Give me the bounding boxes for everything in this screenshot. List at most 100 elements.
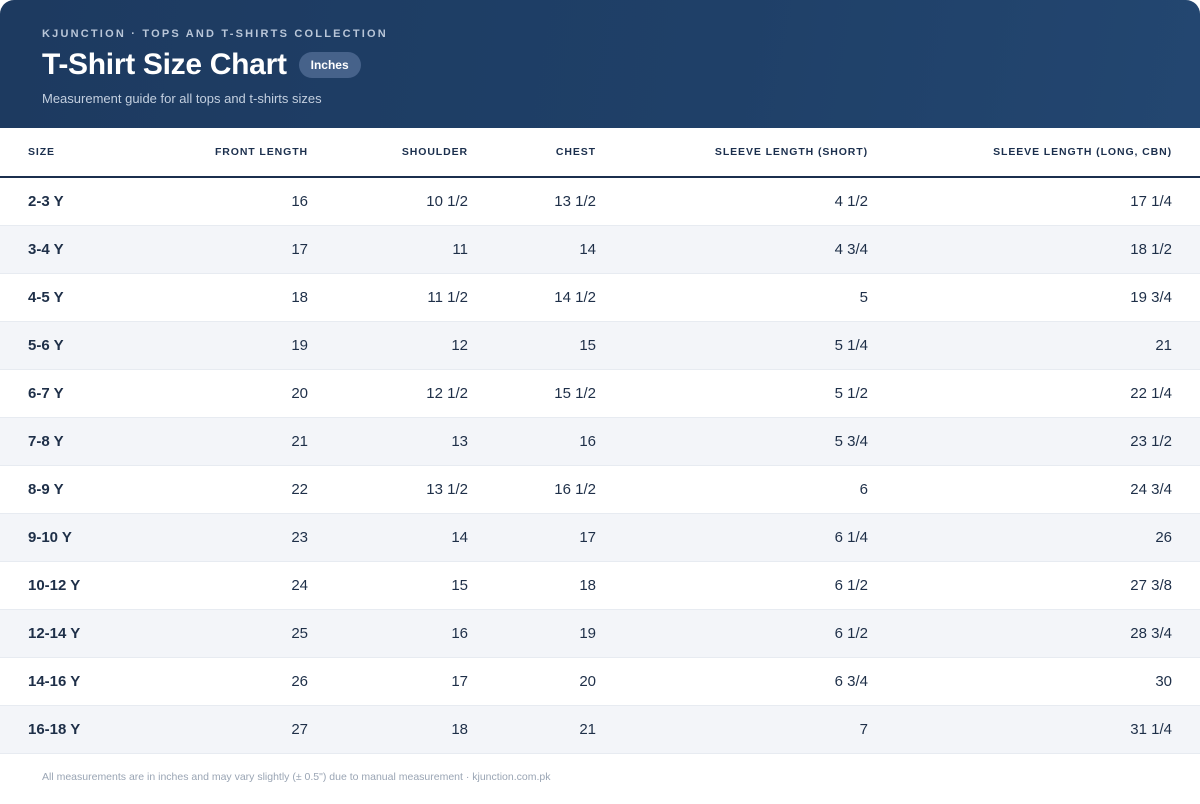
measurement-cell: 14 1/2 bbox=[468, 273, 596, 322]
table-row: 2-3 Y 16 10 1/2 13 1/2 4 1/2 17 1/4 bbox=[0, 177, 1200, 226]
size-cell: 4-5 Y bbox=[0, 273, 160, 322]
measurement-cell: 17 bbox=[160, 225, 308, 274]
measurement-cell: 6 1/2 bbox=[596, 561, 868, 610]
measurement-cell: 5 1/4 bbox=[596, 321, 868, 370]
measurement-cell: 11 1/2 bbox=[308, 273, 468, 322]
page-subtitle: Measurement guide for all tops and t-shi… bbox=[42, 91, 322, 106]
measurement-cell: 19 bbox=[160, 321, 308, 370]
measurement-cell: 16 bbox=[160, 177, 308, 226]
measurement-cell: 21 bbox=[468, 705, 596, 754]
measurement-cell: 26 bbox=[160, 657, 308, 706]
measurement-cell: 23 1/2 bbox=[868, 417, 1200, 466]
measurement-cell: 19 3/4 bbox=[868, 273, 1200, 322]
size-cell: 12-14 Y bbox=[0, 609, 160, 658]
measurement-cell: 21 bbox=[868, 321, 1200, 370]
measurement-cell: 31 1/4 bbox=[868, 705, 1200, 754]
measurement-cell: 18 bbox=[160, 273, 308, 322]
brand-eyebrow: KJUNCTION · TOPS AND T-SHIRTS COLLECTION bbox=[42, 28, 388, 40]
measurement-cell: 12 bbox=[308, 321, 468, 370]
measurement-cell: 20 bbox=[160, 369, 308, 418]
size-cell: 8-9 Y bbox=[0, 465, 160, 514]
table-row: 16-18 Y 27 18 21 7 31 1/4 bbox=[0, 705, 1200, 754]
measurement-cell: 18 bbox=[468, 561, 596, 610]
measurement-cell: 20 bbox=[468, 657, 596, 706]
measurement-cell: 17 1/4 bbox=[868, 177, 1200, 226]
table-row: 7-8 Y 21 13 16 5 3/4 23 1/2 bbox=[0, 417, 1200, 466]
table-row: 12-14 Y 25 16 19 6 1/2 28 3/4 bbox=[0, 609, 1200, 658]
column-header: SHOULDER bbox=[308, 128, 468, 178]
measurement-cell: 22 bbox=[160, 465, 308, 514]
table-row: 4-5 Y 18 11 1/2 14 1/2 5 19 3/4 bbox=[0, 273, 1200, 322]
table-row: 8-9 Y 22 13 1/2 16 1/2 6 24 3/4 bbox=[0, 465, 1200, 514]
unit-badge: Inches bbox=[298, 52, 361, 78]
measurement-cell: 15 bbox=[468, 321, 596, 370]
table-row: 6-7 Y 20 12 1/2 15 1/2 5 1/2 22 1/4 bbox=[0, 369, 1200, 418]
measurement-cell: 6 1/2 bbox=[596, 609, 868, 658]
measurement-cell: 10 1/2 bbox=[308, 177, 468, 226]
title-row: T-Shirt Size Chart Inches bbox=[42, 48, 361, 82]
measurement-cell: 5 1/2 bbox=[596, 369, 868, 418]
column-header: SLEEVE LENGTH (LONG, CBN) bbox=[868, 128, 1200, 178]
measurement-cell: 12 1/2 bbox=[308, 369, 468, 418]
measurement-cell: 13 1/2 bbox=[308, 465, 468, 514]
size-cell: 5-6 Y bbox=[0, 321, 160, 370]
measurement-cell: 18 bbox=[308, 705, 468, 754]
measurement-cell: 24 bbox=[160, 561, 308, 610]
table-row: 5-6 Y 19 12 15 5 1/4 21 bbox=[0, 321, 1200, 370]
measurement-cell: 19 bbox=[468, 609, 596, 658]
table-body: 2-3 Y 16 10 1/2 13 1/2 4 1/2 17 1/4 3-4 Y 17 11 1… bbox=[0, 177, 1200, 754]
measurement-cell: 16 bbox=[308, 609, 468, 658]
measurement-cell: 25 bbox=[160, 609, 308, 658]
measurement-cell: 13 bbox=[308, 417, 468, 466]
measurement-cell: 22 1/4 bbox=[868, 369, 1200, 418]
measurement-cell: 28 3/4 bbox=[868, 609, 1200, 658]
measurement-cell: 4 1/2 bbox=[596, 177, 868, 226]
table-header: SIZE FRONT LENGTH SHOULDER CHEST SLEEVE LENG… bbox=[0, 128, 1200, 178]
table-row: 10-12 Y 24 15 18 6 1/2 27 3/8 bbox=[0, 561, 1200, 610]
size-table: SIZE FRONT LENGTH SHOULDER CHEST SLEEVE LENG… bbox=[0, 128, 1200, 754]
size-cell: 9-10 Y bbox=[0, 513, 160, 562]
table-row: 14-16 Y 26 17 20 6 3/4 30 bbox=[0, 657, 1200, 706]
measurement-cell: 24 3/4 bbox=[868, 465, 1200, 514]
measurement-cell: 13 1/2 bbox=[468, 177, 596, 226]
measurement-cell: 15 1/2 bbox=[468, 369, 596, 418]
size-cell: 3-4 Y bbox=[0, 225, 160, 274]
measurement-cell: 16 bbox=[468, 417, 596, 466]
measurement-cell: 30 bbox=[868, 657, 1200, 706]
measurement-cell: 17 bbox=[308, 657, 468, 706]
measurement-cell: 14 bbox=[308, 513, 468, 562]
page-title: T-Shirt Size Chart bbox=[42, 48, 287, 81]
measurement-cell: 17 bbox=[468, 513, 596, 562]
size-cell: 10-12 Y bbox=[0, 561, 160, 610]
size-cell: 14-16 Y bbox=[0, 657, 160, 706]
measurement-cell: 5 3/4 bbox=[596, 417, 868, 466]
column-header: CHEST bbox=[468, 128, 596, 178]
measurement-cell: 11 bbox=[308, 225, 468, 274]
measurement-cell: 21 bbox=[160, 417, 308, 466]
measurement-cell: 6 bbox=[596, 465, 868, 514]
measurement-cell: 27 bbox=[160, 705, 308, 754]
size-cell: 6-7 Y bbox=[0, 369, 160, 418]
size-cell: 7-8 Y bbox=[0, 417, 160, 466]
measurement-cell: 16 1/2 bbox=[468, 465, 596, 514]
measurement-cell: 7 bbox=[596, 705, 868, 754]
column-header: FRONT LENGTH bbox=[160, 128, 308, 178]
size-cell: 2-3 Y bbox=[0, 177, 160, 226]
chart-header: KJUNCTION · TOPS AND T-SHIRTS COLLECTION… bbox=[0, 0, 1200, 128]
column-header: SIZE bbox=[0, 128, 160, 178]
measurement-cell: 18 1/2 bbox=[868, 225, 1200, 274]
header-row: SIZE FRONT LENGTH SHOULDER CHEST SLEEVE LENG… bbox=[0, 128, 1200, 178]
measurement-cell: 4 3/4 bbox=[596, 225, 868, 274]
measurement-cell: 26 bbox=[868, 513, 1200, 562]
measurement-cell: 6 3/4 bbox=[596, 657, 868, 706]
measurement-cell: 5 bbox=[596, 273, 868, 322]
measurement-cell: 6 1/4 bbox=[596, 513, 868, 562]
footer-note: All measurements are in inches and may v… bbox=[42, 771, 551, 783]
column-header: SLEEVE LENGTH (SHORT) bbox=[596, 128, 868, 178]
measurement-cell: 27 3/8 bbox=[868, 561, 1200, 610]
measurement-cell: 23 bbox=[160, 513, 308, 562]
table-row: 9-10 Y 23 14 17 6 1/4 26 bbox=[0, 513, 1200, 562]
measurement-cell: 14 bbox=[468, 225, 596, 274]
measurement-cell: 15 bbox=[308, 561, 468, 610]
